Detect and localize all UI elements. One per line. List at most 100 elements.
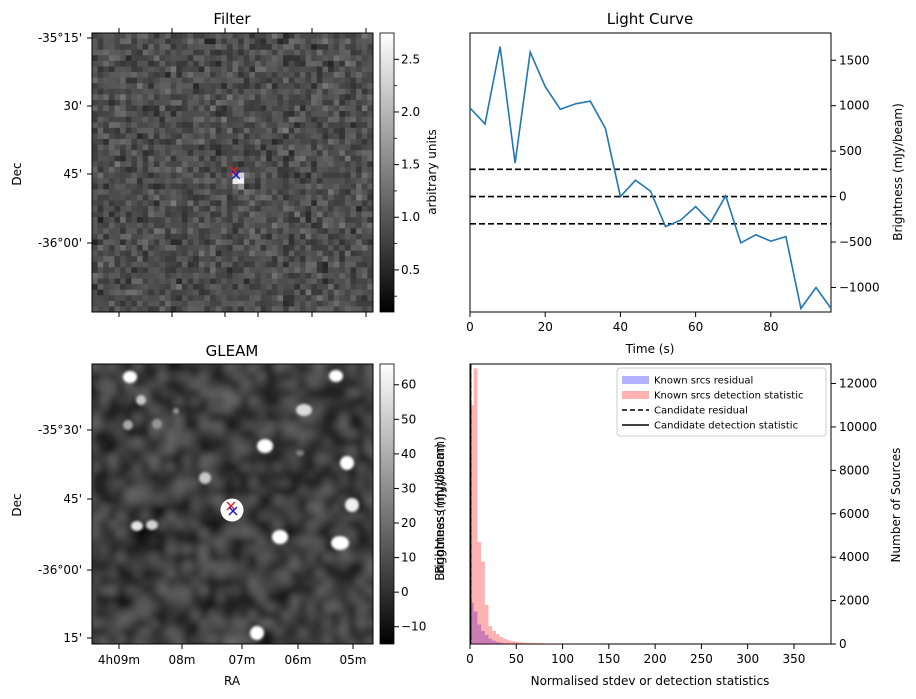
histogram-bar	[540, 643, 545, 644]
histogram-legend-box	[616, 367, 827, 437]
gleam-x-tick-label: 06m	[285, 653, 312, 667]
gleam-source	[296, 450, 304, 456]
gleam-image	[92, 364, 373, 644]
gleam-marker-blue	[228, 506, 238, 516]
light-curve-y-ticks: 1500 1000 500 0 −500 −1000	[831, 53, 880, 294]
gleam-source	[296, 404, 312, 416]
histogram-x-tick-label: 50	[509, 652, 524, 666]
gleam-source	[136, 395, 146, 405]
histogram-bar	[488, 626, 493, 644]
gleam-colorbar-ticks: 60 50 40 30 20 10 0 −10	[394, 378, 426, 634]
gleam-panel: GLEAM -35°30'45'-36°00'15' 4h09m 08m 07m 06…	[10, 342, 447, 688]
histogram-bar	[488, 638, 493, 644]
filter-colorbar-tick-label: 0.5	[401, 263, 420, 277]
gleam-source	[123, 371, 137, 383]
histogram-legend-swatch	[622, 376, 649, 384]
histogram-legend-label: Known srcs detection statistic	[654, 391, 803, 402]
filter-panel: Filter -35°15' 30' 45' -36°00' Dec 0.5 1.0 1.…	[10, 10, 439, 317]
histogram-y-tick-label: 10000	[839, 420, 877, 434]
histogram-bar	[510, 641, 515, 644]
filter-colorbar-tick-label: 2.0	[401, 105, 420, 119]
filter-hot-pixel	[232, 178, 239, 185]
filter-marker-blue	[231, 170, 241, 180]
histogram-y-tick-label: 2000	[839, 594, 870, 608]
histogram-y-tick-label: 0	[839, 637, 847, 651]
gleam-source	[199, 472, 211, 484]
light-curve-panel: Light Curve 0 20 40 60 80 1500 1000 500 0 −500 −1…	[466, 10, 905, 356]
gleam-colorbar-tick-label: −10	[401, 620, 426, 634]
filter-frame-ticks	[118, 28, 367, 317]
histogram-bar	[477, 624, 482, 644]
gleam-source	[340, 456, 354, 470]
histogram-bar	[484, 634, 489, 644]
histogram-bar	[473, 611, 478, 644]
gleam-x-tick-label: 4h09m	[98, 653, 140, 667]
gleam-frame	[91, 363, 374, 645]
gleam-source	[257, 439, 273, 453]
light-curve-xlabel: Time (s)	[625, 342, 675, 356]
histogram-bar	[470, 602, 474, 644]
light-curve-line	[470, 46, 831, 311]
filter-colorbar	[379, 32, 395, 313]
gleam-colorbar-tick-label: 50	[401, 412, 416, 426]
histogram-y-ticks: 0 2000 4000 6000 8000 10000 12000	[831, 377, 877, 651]
light-curve-x-tick-label: 60	[688, 320, 703, 334]
histogram-bar	[492, 630, 496, 644]
gleam-colorbar-tick-label: 10	[401, 551, 416, 565]
filter-colorbar-tick-label: 2.5	[401, 52, 420, 66]
histogram-bar	[473, 368, 478, 644]
light-curve-y-tick-label: 500	[839, 144, 862, 158]
histogram-y-tick-label: 12000	[839, 377, 877, 391]
gleam-colorbar-tick-label: 20	[401, 516, 416, 530]
gleam-colorbar-tick-label: 0	[401, 585, 409, 599]
filter-hot-pixel	[238, 183, 245, 190]
filter-y-tick-label: 30'	[63, 99, 82, 113]
gleam-y-tick-label: 15'	[63, 631, 82, 645]
gleam-x-tick-label: 05m	[340, 653, 367, 667]
histogram-legend: Known srcs residual Known srcs detection …	[616, 367, 827, 437]
histogram-bar	[499, 637, 504, 644]
histogram-x-tick-label: 150	[597, 652, 620, 666]
histogram-legend-label: Candidate residual	[654, 406, 748, 417]
gleam-y-tick-label: 45'	[63, 492, 82, 506]
gleam-source	[250, 626, 264, 640]
histogram-y-tick-label: 6000	[839, 507, 870, 521]
gleam-colorbar-tick-label: 60	[401, 378, 416, 392]
histogram-bar	[495, 642, 500, 644]
gleam-markers	[220, 498, 244, 522]
light-curve-ylabel: Brightness (mJy/beam)	[891, 103, 905, 241]
gleam-x-tick-label: 08m	[169, 653, 196, 667]
filter-y-ticks: -35°15' 30' 45' -36°00'	[38, 31, 92, 250]
gleam-source	[331, 536, 349, 550]
gleam-source	[131, 521, 143, 531]
histogram-bar	[492, 640, 496, 644]
gleam-source	[329, 370, 343, 382]
histogram-ylabel: Number of Sources	[889, 448, 903, 563]
gleam-title: GLEAM	[206, 342, 259, 360]
light-curve-thresholds	[470, 168, 831, 225]
light-curve-y-tick-label: 0	[839, 190, 847, 204]
histogram-bar	[507, 640, 511, 644]
histogram-bar	[470, 405, 474, 644]
light-curve-x-tick-label: 0	[466, 320, 474, 334]
light-curve-x-ticks: 0 20 40 60 80	[466, 312, 778, 334]
filter-markers	[229, 166, 241, 180]
gleam-colorbar-label: Brightness (mJy/beam)	[433, 436, 447, 574]
filter-frame	[91, 32, 374, 313]
histogram-x-tick-label: 300	[736, 652, 759, 666]
histogram-bar	[503, 643, 508, 644]
histogram-bar	[514, 641, 519, 644]
gleam-source	[173, 408, 179, 414]
gleam-marker-red	[226, 501, 236, 511]
light-curve-x-tick-label: 40	[613, 320, 628, 334]
histogram-xlabel: Normalised stdev or detection statistics	[531, 674, 770, 688]
histogram-x-tick-label: 250	[690, 652, 713, 666]
gleam-colorbar-tick-label: 40	[401, 447, 416, 461]
filter-y-tick-label: 45'	[63, 167, 82, 181]
light-curve-y-tick-label: 1000	[839, 99, 870, 113]
histogram-left-label: Brightness (mJy/beam)	[433, 443, 447, 581]
filter-colorbar-label: arbitrary units	[425, 129, 439, 215]
gleam-source	[152, 419, 162, 429]
gleam-x-tick-label: 07m	[229, 653, 256, 667]
light-curve-title: Light Curve	[607, 10, 693, 28]
